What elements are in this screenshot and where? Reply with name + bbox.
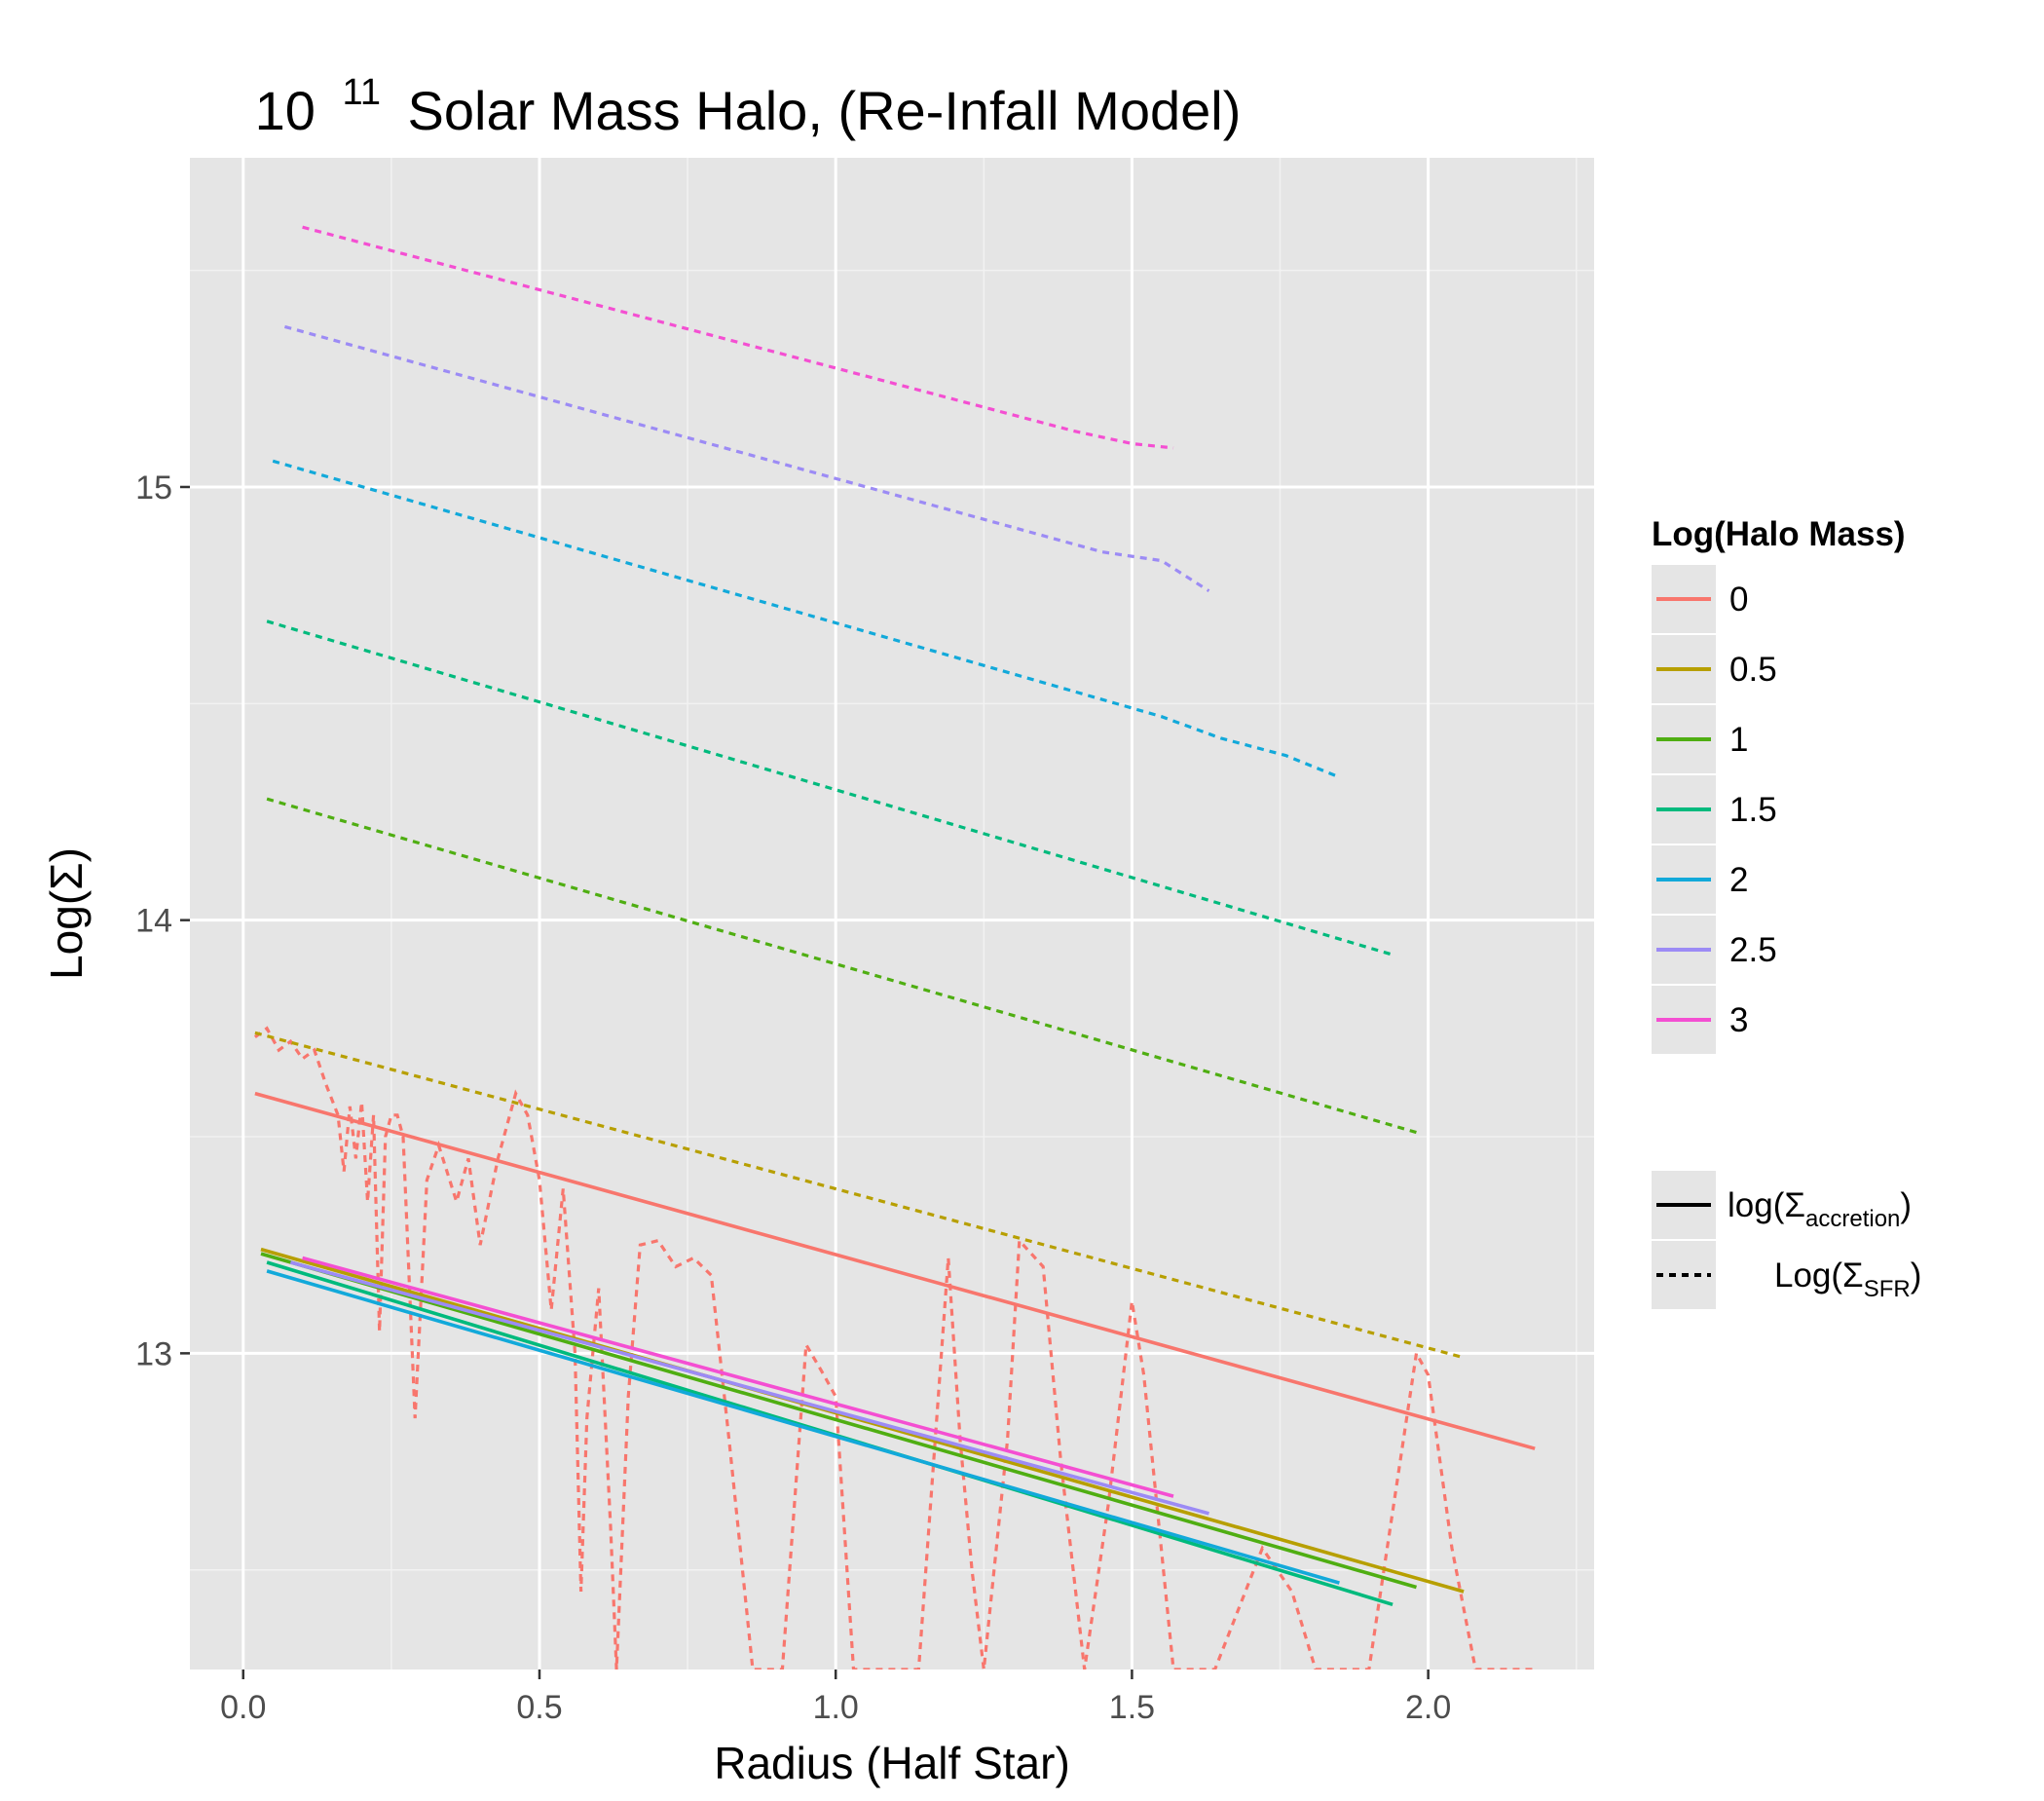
sfr-line-series-1.5 — [266, 619, 1394, 957]
x-tick-label: 0.0 — [220, 1689, 266, 1726]
chart-title: 10 11 Solar Mass Halo, (Re-Infall Model) — [255, 55, 1242, 141]
axes-layer: 0.0 0.5 1.0 1.5 2.0 13 14 15 — [135, 469, 1451, 1726]
color-legend: 0 0.5 1 1.5 2 2.5 3 — [1652, 565, 1777, 1054]
y-tick-label: 13 — [135, 1335, 172, 1372]
series-layer — [253, 225, 1536, 1670]
x-tick-label: 1.5 — [1109, 1689, 1155, 1726]
sfr-line-series-0.5 — [254, 1031, 1465, 1360]
legend-label: 1.5 — [1729, 791, 1777, 829]
legend-label: 3 — [1729, 1001, 1748, 1039]
title-base: 10 — [255, 80, 316, 141]
linetype-label: log(Σaccretion) — [1728, 1186, 1912, 1232]
accretion-line-series-1 — [260, 1252, 1417, 1590]
sfr-line-series-3 — [302, 225, 1174, 450]
legend-title: Log(Halo Mass) — [1652, 515, 1906, 553]
accretion-line-series-2.5 — [289, 1260, 1209, 1516]
title-exponent: 11 — [343, 72, 381, 113]
x-tick-label: 2.0 — [1405, 1689, 1451, 1726]
accretion-line-series-0 — [254, 1091, 1536, 1450]
y-axis-title: Log(Σ) — [41, 847, 92, 980]
legend-label: 0.5 — [1729, 651, 1777, 689]
sfr-line-series-2.5 — [283, 324, 1210, 593]
x-tick-label: 1.0 — [813, 1689, 859, 1726]
sfr-line-series-0 — [253, 1026, 1536, 1670]
sfr-line-series-2 — [272, 459, 1341, 779]
linetype-label: Log(ΣSFR) — [1774, 1257, 1921, 1302]
accretion-line-series-3 — [302, 1256, 1174, 1498]
title-rest: Solar Mass Halo, (Re-Infall Model) — [408, 80, 1242, 141]
sfr-line-series-1 — [266, 797, 1417, 1135]
legend-label: 1 — [1729, 721, 1748, 759]
legend-label: 2.5 — [1729, 931, 1777, 969]
y-tick-label: 15 — [135, 469, 172, 507]
x-tick-label: 0.5 — [516, 1689, 562, 1726]
minor-grid — [190, 158, 1594, 1670]
legend-label: 2 — [1729, 861, 1748, 899]
linetype-legend: log(Σaccretion) Log(ΣSFR) — [1652, 1171, 1921, 1309]
x-axis-title: Radius (Half Star) — [714, 1738, 1070, 1788]
legend-label: 0 — [1729, 581, 1748, 619]
accretion-line-series-2 — [266, 1269, 1340, 1585]
y-tick-label: 14 — [135, 903, 172, 940]
